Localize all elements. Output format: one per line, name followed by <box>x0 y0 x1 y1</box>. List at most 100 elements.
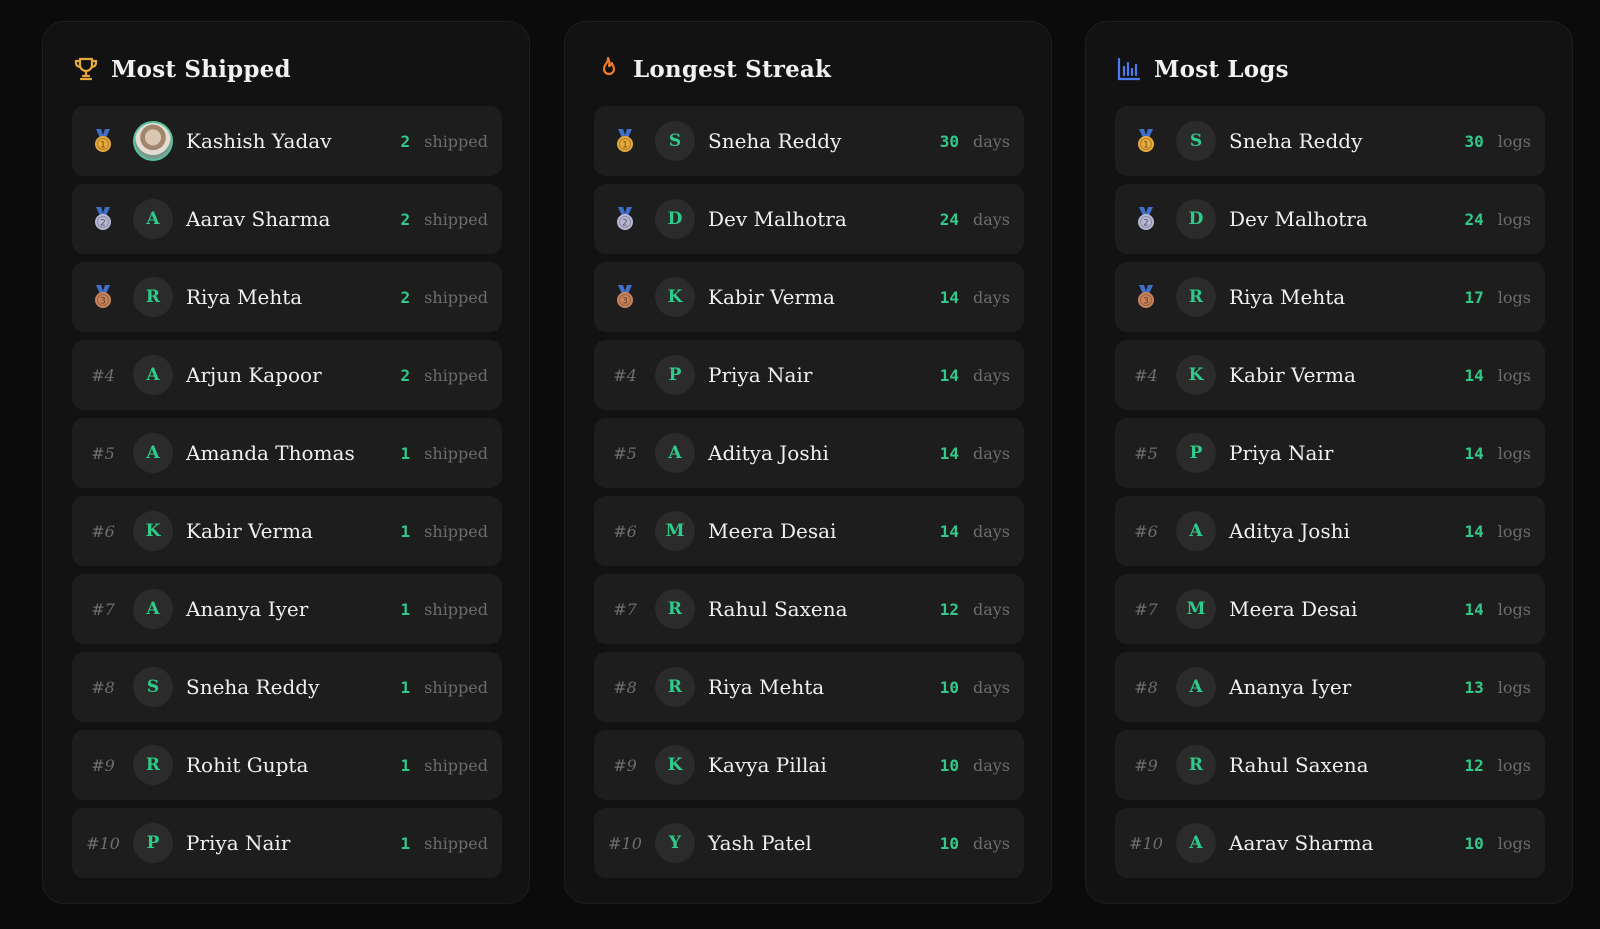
metric-unit: days <box>972 833 1010 853</box>
metric-unit: days <box>972 365 1010 385</box>
metric-value: 14 <box>939 443 959 463</box>
svg-text:1: 1 <box>100 141 106 151</box>
leaderboard-row[interactable]: #9 R Rahul Saxena 12 logs <box>1115 730 1545 800</box>
user-name: Aditya Joshi <box>1229 519 1350 543</box>
avatar: K <box>655 745 695 785</box>
leaderboard-row[interactable]: #10 Y Yash Patel 10 days <box>594 808 1024 878</box>
metric-unit: shipped <box>424 599 488 619</box>
avatar: K <box>133 511 173 551</box>
leaderboard-row[interactable]: #7 A Ananya Iyer 1 shipped <box>72 574 502 644</box>
avatar: S <box>655 121 695 161</box>
metric-value: 2 <box>400 365 411 385</box>
leaderboard-row[interactable]: #5 A Amanda Thomas 1 shipped <box>72 418 502 488</box>
metric-value: 14 <box>939 521 959 541</box>
metric-unit: logs <box>1497 755 1531 775</box>
avatar: P <box>655 355 695 395</box>
user-name: Sneha Reddy <box>1229 129 1363 153</box>
metric-value: 1 <box>400 755 411 775</box>
rank-label: #10 <box>86 833 120 853</box>
leaderboard-row[interactable]: #6 K Kabir Verma 1 shipped <box>72 496 502 566</box>
leaderboard-row[interactable]: 2 A Aarav Sharma 2 shipped <box>72 184 502 254</box>
leaderboard-row[interactable]: 2 D Dev Malhotra 24 days <box>594 184 1024 254</box>
leaderboard-row[interactable]: 3 R Riya Mehta 17 logs <box>1115 262 1545 332</box>
leaderboard-row[interactable]: #8 A Ananya Iyer 13 logs <box>1115 652 1545 722</box>
metric-value: 10 <box>939 833 959 853</box>
medal-bronze-icon: 3 <box>88 282 118 312</box>
rank-label: #5 <box>613 443 637 463</box>
metric-unit: shipped <box>424 521 488 541</box>
leaderboard-row[interactable]: 3 K Kabir Verma 14 days <box>594 262 1024 332</box>
medal-gold-icon: 1 <box>610 126 640 156</box>
bar-chart-icon <box>1115 55 1143 83</box>
metric-value: 10 <box>939 755 959 775</box>
leaderboard-row[interactable]: 2 D Dev Malhotra 24 logs <box>1115 184 1545 254</box>
rank-label: #5 <box>91 443 115 463</box>
metric-value: 14 <box>1464 521 1484 541</box>
metric-value: 1 <box>400 599 411 619</box>
avatar: R <box>655 667 695 707</box>
metric-value: 2 <box>400 131 411 151</box>
leaderboard-row[interactable]: #8 R Riya Mehta 10 days <box>594 652 1024 722</box>
leaderboard-row[interactable]: 1 S Sneha Reddy 30 logs <box>1115 106 1545 176</box>
metric: 1 shipped <box>401 444 488 463</box>
user-name: Aarav Sharma <box>1229 831 1374 855</box>
metric-unit: logs <box>1497 443 1531 463</box>
leaderboard-row[interactable]: #10 A Aarav Sharma 10 logs <box>1115 808 1545 878</box>
metric-unit: logs <box>1497 287 1531 307</box>
leaderboard-row[interactable]: #4 K Kabir Verma 14 logs <box>1115 340 1545 410</box>
leaderboard-row[interactable]: #8 S Sneha Reddy 1 shipped <box>72 652 502 722</box>
leaderboard-row[interactable]: #10 P Priya Nair 1 shipped <box>72 808 502 878</box>
metric-value: 2 <box>400 287 411 307</box>
user-name: Rohit Gupta <box>186 753 309 777</box>
leaderboard-row[interactable]: #6 M Meera Desai 14 days <box>594 496 1024 566</box>
rank-label: #10 <box>608 833 642 853</box>
avatar: R <box>655 589 695 629</box>
metric: 14 logs <box>1465 444 1531 463</box>
user-name: Riya Mehta <box>1229 285 1346 309</box>
leaderboard-list: 1 S Sneha Reddy 30 logs 2 D Dev Malhotra 24 logs 3… <box>1115 106 1545 886</box>
metric-value: 24 <box>1464 209 1484 229</box>
metric-unit: shipped <box>424 209 488 229</box>
leaderboard-row[interactable]: #9 K Kavya Pillai 10 days <box>594 730 1024 800</box>
metric: 17 logs <box>1465 288 1531 307</box>
user-name: Aarav Sharma <box>186 207 331 231</box>
user-name: Ananya Iyer <box>186 597 309 621</box>
metric: 1 shipped <box>401 678 488 697</box>
metric-unit: days <box>972 521 1010 541</box>
leaderboard-row[interactable]: #4 P Priya Nair 14 days <box>594 340 1024 410</box>
leaderboard-row[interactable]: #9 R Rohit Gupta 1 shipped <box>72 730 502 800</box>
metric-unit: logs <box>1497 599 1531 619</box>
leaderboard-row[interactable]: #6 A Aditya Joshi 14 logs <box>1115 496 1545 566</box>
leaderboard-row[interactable]: #7 R Rahul Saxena 12 days <box>594 574 1024 644</box>
avatar: Y <box>655 823 695 863</box>
metric-unit: logs <box>1497 677 1531 697</box>
user-name: Aditya Joshi <box>708 441 829 465</box>
rank-label: #9 <box>91 755 115 775</box>
avatar: S <box>133 667 173 707</box>
board-title: Most Logs <box>1154 55 1289 83</box>
metric: 30 days <box>940 132 1010 151</box>
board-most-shipped: Most Shipped 1 Kashish Yadav 2 shipped 2 A Aar… <box>42 21 530 904</box>
leaderboard-row[interactable]: 1 Kashish Yadav 2 shipped <box>72 106 502 176</box>
svg-text:3: 3 <box>622 297 628 307</box>
leaderboard-row[interactable]: 1 S Sneha Reddy 30 days <box>594 106 1024 176</box>
leaderboard-row[interactable]: #5 A Aditya Joshi 14 days <box>594 418 1024 488</box>
metric-unit: days <box>972 677 1010 697</box>
leaderboard-row[interactable]: #5 P Priya Nair 14 logs <box>1115 418 1545 488</box>
avatar: D <box>1176 199 1216 239</box>
metric: 14 days <box>940 444 1010 463</box>
leaderboard-row[interactable]: 3 R Riya Mehta 2 shipped <box>72 262 502 332</box>
avatar: A <box>133 199 173 239</box>
metric: 14 logs <box>1465 522 1531 541</box>
rank-label: #4 <box>613 365 637 385</box>
rank-label: #6 <box>91 521 115 541</box>
avatar: M <box>655 511 695 551</box>
rank-label: #8 <box>91 677 115 697</box>
metric-value: 1 <box>400 521 411 541</box>
leaderboard-row[interactable]: #7 M Meera Desai 14 logs <box>1115 574 1545 644</box>
leaderboard-row[interactable]: #4 A Arjun Kapoor 2 shipped <box>72 340 502 410</box>
user-name: Kabir Verma <box>1229 363 1356 387</box>
medal-bronze-icon: 3 <box>1131 282 1161 312</box>
metric: 14 days <box>940 288 1010 307</box>
avatar: R <box>133 277 173 317</box>
